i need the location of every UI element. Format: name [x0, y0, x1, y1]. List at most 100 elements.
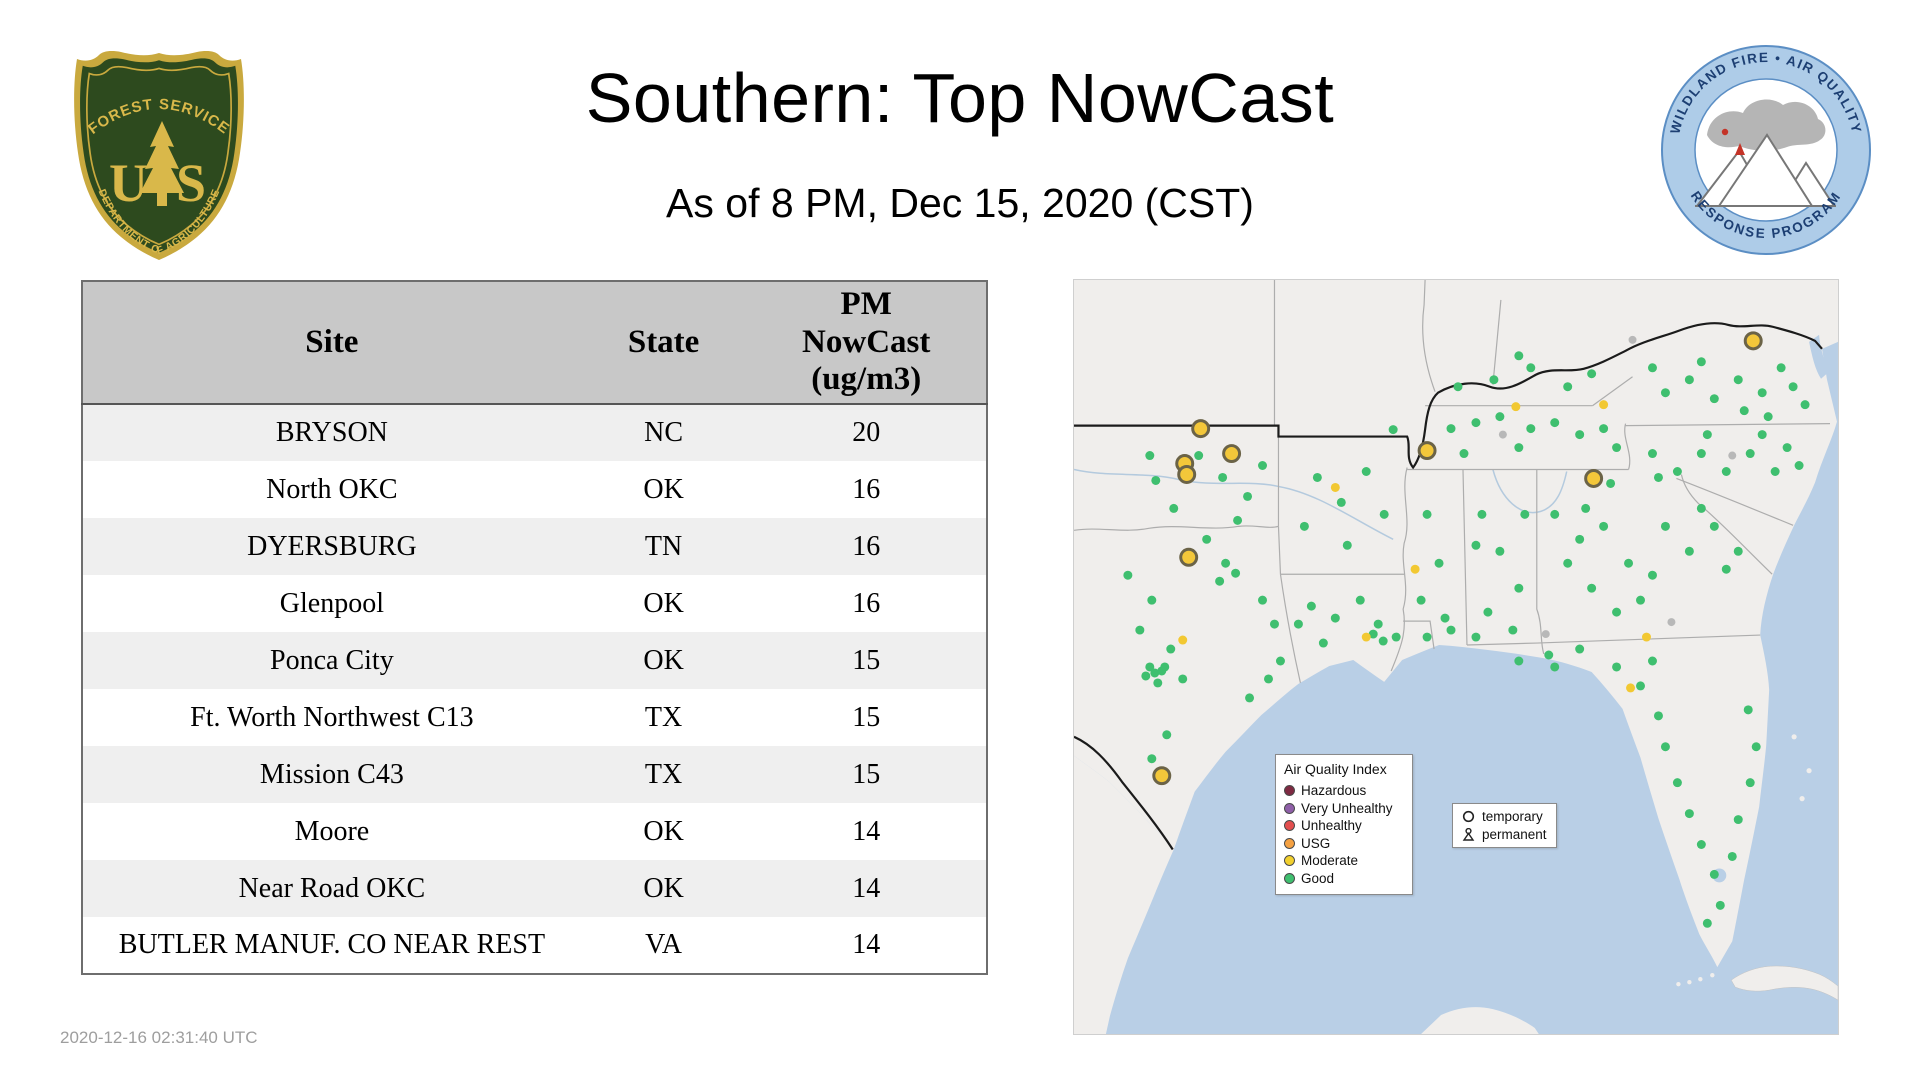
- good-monitor-dot: [1709, 869, 1719, 879]
- moderate-monitor-dot: [1511, 402, 1521, 412]
- moderate-monitor-dot: [1361, 632, 1371, 642]
- nowcast-table-body: BRYSON NC 20 North OKC OK 16 DYERSBURG TN 16 Glen…: [82, 404, 987, 974]
- good-monitor-dot: [1575, 644, 1585, 654]
- nowcast-table-panel: Site State PM NowCast (ug/m3) BRYSON NC 20…: [81, 280, 988, 975]
- good-monitor-dot: [1715, 900, 1725, 910]
- aqi-legend-item: Hazardous: [1284, 782, 1404, 800]
- site-cell: Ponca City: [270, 644, 394, 676]
- site-cell: Glenpool: [279, 587, 384, 619]
- good-monitor-dot: [1776, 363, 1786, 373]
- good-monitor-dot: [1342, 540, 1352, 550]
- state-cell: OK: [643, 587, 684, 619]
- good-monitor-dot: [1684, 809, 1694, 819]
- aqi-legend-items: Hazardous Very Unhealthy Unhealthy USG Moder…: [1284, 782, 1404, 887]
- mainland: [1074, 280, 1838, 968]
- good-monitor-dot: [1660, 388, 1670, 398]
- aqi-legend-item: Unhealthy: [1284, 817, 1404, 835]
- good-monitor-dot: [1696, 840, 1706, 849]
- state-cell: TX: [644, 701, 683, 733]
- good-monitor-dot: [1336, 497, 1346, 507]
- good-monitor-dot: [1178, 674, 1188, 684]
- good-monitor-dot: [1684, 546, 1694, 556]
- good-monitor-dot: [1221, 558, 1231, 568]
- good-monitor-dot: [1684, 375, 1694, 385]
- good-monitor-dot: [1141, 671, 1151, 681]
- good-monitor-dot: [1575, 534, 1585, 544]
- good-monitor-dot: [1422, 632, 1432, 642]
- good-monitor-dot: [1743, 705, 1753, 715]
- aqi-color-dot: [1284, 785, 1295, 797]
- good-monitor-dot: [1514, 656, 1524, 666]
- good-monitor-dot: [1169, 503, 1179, 513]
- good-monitor-dot: [1264, 674, 1273, 684]
- permanent-marker-icon: [1462, 828, 1475, 841]
- good-monitor-dot: [1459, 449, 1469, 459]
- table-row: Ponca City OK 15: [82, 632, 987, 689]
- good-monitor-dot: [1416, 595, 1426, 605]
- aqi-item-label: Very Unhealthy: [1301, 800, 1393, 816]
- table-row: DYERSBURG TN 16: [82, 518, 987, 575]
- state-cell: OK: [643, 872, 684, 904]
- good-monitor-dot: [1526, 424, 1536, 434]
- good-monitor-dot: [1218, 472, 1228, 482]
- good-monitor-dot: [1550, 418, 1560, 428]
- good-monitor-dot: [1495, 412, 1505, 422]
- moderate-monitor-dot: [1626, 683, 1636, 693]
- good-monitor-dot: [1563, 558, 1573, 568]
- site-cell: Near Road OKC: [238, 872, 426, 904]
- good-monitor-dot: [1721, 467, 1731, 476]
- state-column-header: State: [580, 281, 747, 405]
- table-row: Glenpool OK 16: [82, 575, 987, 632]
- state-cell: TX: [644, 758, 683, 790]
- rivers: [1074, 468, 1568, 540]
- top-site-marker: [1222, 444, 1242, 464]
- state-cell: VA: [645, 929, 683, 960]
- aqi-color-dot: [1284, 802, 1295, 814]
- table-row: Ft. Worth Northwest C13 TX 15: [82, 689, 987, 746]
- table-row: Moore OK 14: [82, 803, 987, 860]
- site-cell: Mission C43: [259, 758, 404, 790]
- good-monitor-dot: [1550, 509, 1560, 519]
- aqi-color-dot: [1284, 855, 1295, 867]
- cuba-land: [1730, 965, 1838, 1001]
- monitor-map-panel: Air Quality Index Hazardous Very Unhealth…: [1073, 279, 1839, 1035]
- good-monitor-dot: [1446, 625, 1456, 635]
- good-monitor-dot: [1162, 730, 1172, 740]
- good-monitor-dot: [1508, 625, 1518, 635]
- good-monitor-dot: [1233, 515, 1243, 525]
- good-monitor-dot: [1647, 570, 1657, 580]
- site-cell: Ft. Worth Northwest C13: [190, 701, 474, 733]
- good-monitor-dot: [1733, 815, 1743, 825]
- good-monitor-dot: [1672, 467, 1682, 476]
- good-monitor-dot: [1636, 681, 1645, 691]
- other-monitor-dot: [1728, 451, 1737, 460]
- yucatan-land: [1421, 1007, 1539, 1034]
- aqi-item-label: Good: [1301, 870, 1335, 886]
- good-monitor-dot: [1160, 662, 1170, 672]
- good-monitor-dot: [1471, 418, 1481, 428]
- aqi-legend: Air Quality Index Hazardous Very Unhealth…: [1275, 754, 1413, 895]
- good-monitor-dot: [1378, 636, 1388, 646]
- state-cell: OK: [643, 473, 684, 505]
- good-monitor-dot: [1702, 430, 1712, 440]
- good-monitor-dot: [1733, 546, 1743, 556]
- good-monitor-dot: [1514, 583, 1524, 593]
- good-monitor-dot: [1587, 369, 1597, 379]
- aqi-legend-item: Good: [1284, 870, 1404, 888]
- value-cell: 14: [852, 929, 881, 960]
- good-monitor-dot: [1379, 509, 1389, 519]
- good-monitor-dot: [1660, 742, 1670, 752]
- good-monitor-dot: [1612, 662, 1622, 672]
- aqi-item-label: Moderate: [1301, 853, 1359, 868]
- good-monitor-dot: [1727, 851, 1737, 861]
- good-monitor-dot: [1258, 595, 1268, 605]
- good-monitor-dot: [1483, 607, 1493, 617]
- aqi-item-label: Unhealthy: [1301, 818, 1362, 833]
- state-cell: NC: [644, 417, 684, 448]
- aqi-color-dot: [1284, 820, 1295, 832]
- site-column-header: Site: [82, 281, 581, 405]
- good-monitor-dot: [1757, 430, 1767, 440]
- top-site-marker: [1177, 465, 1197, 484]
- aqi-legend-item: USG: [1284, 835, 1404, 853]
- value-cell: 20: [852, 417, 881, 448]
